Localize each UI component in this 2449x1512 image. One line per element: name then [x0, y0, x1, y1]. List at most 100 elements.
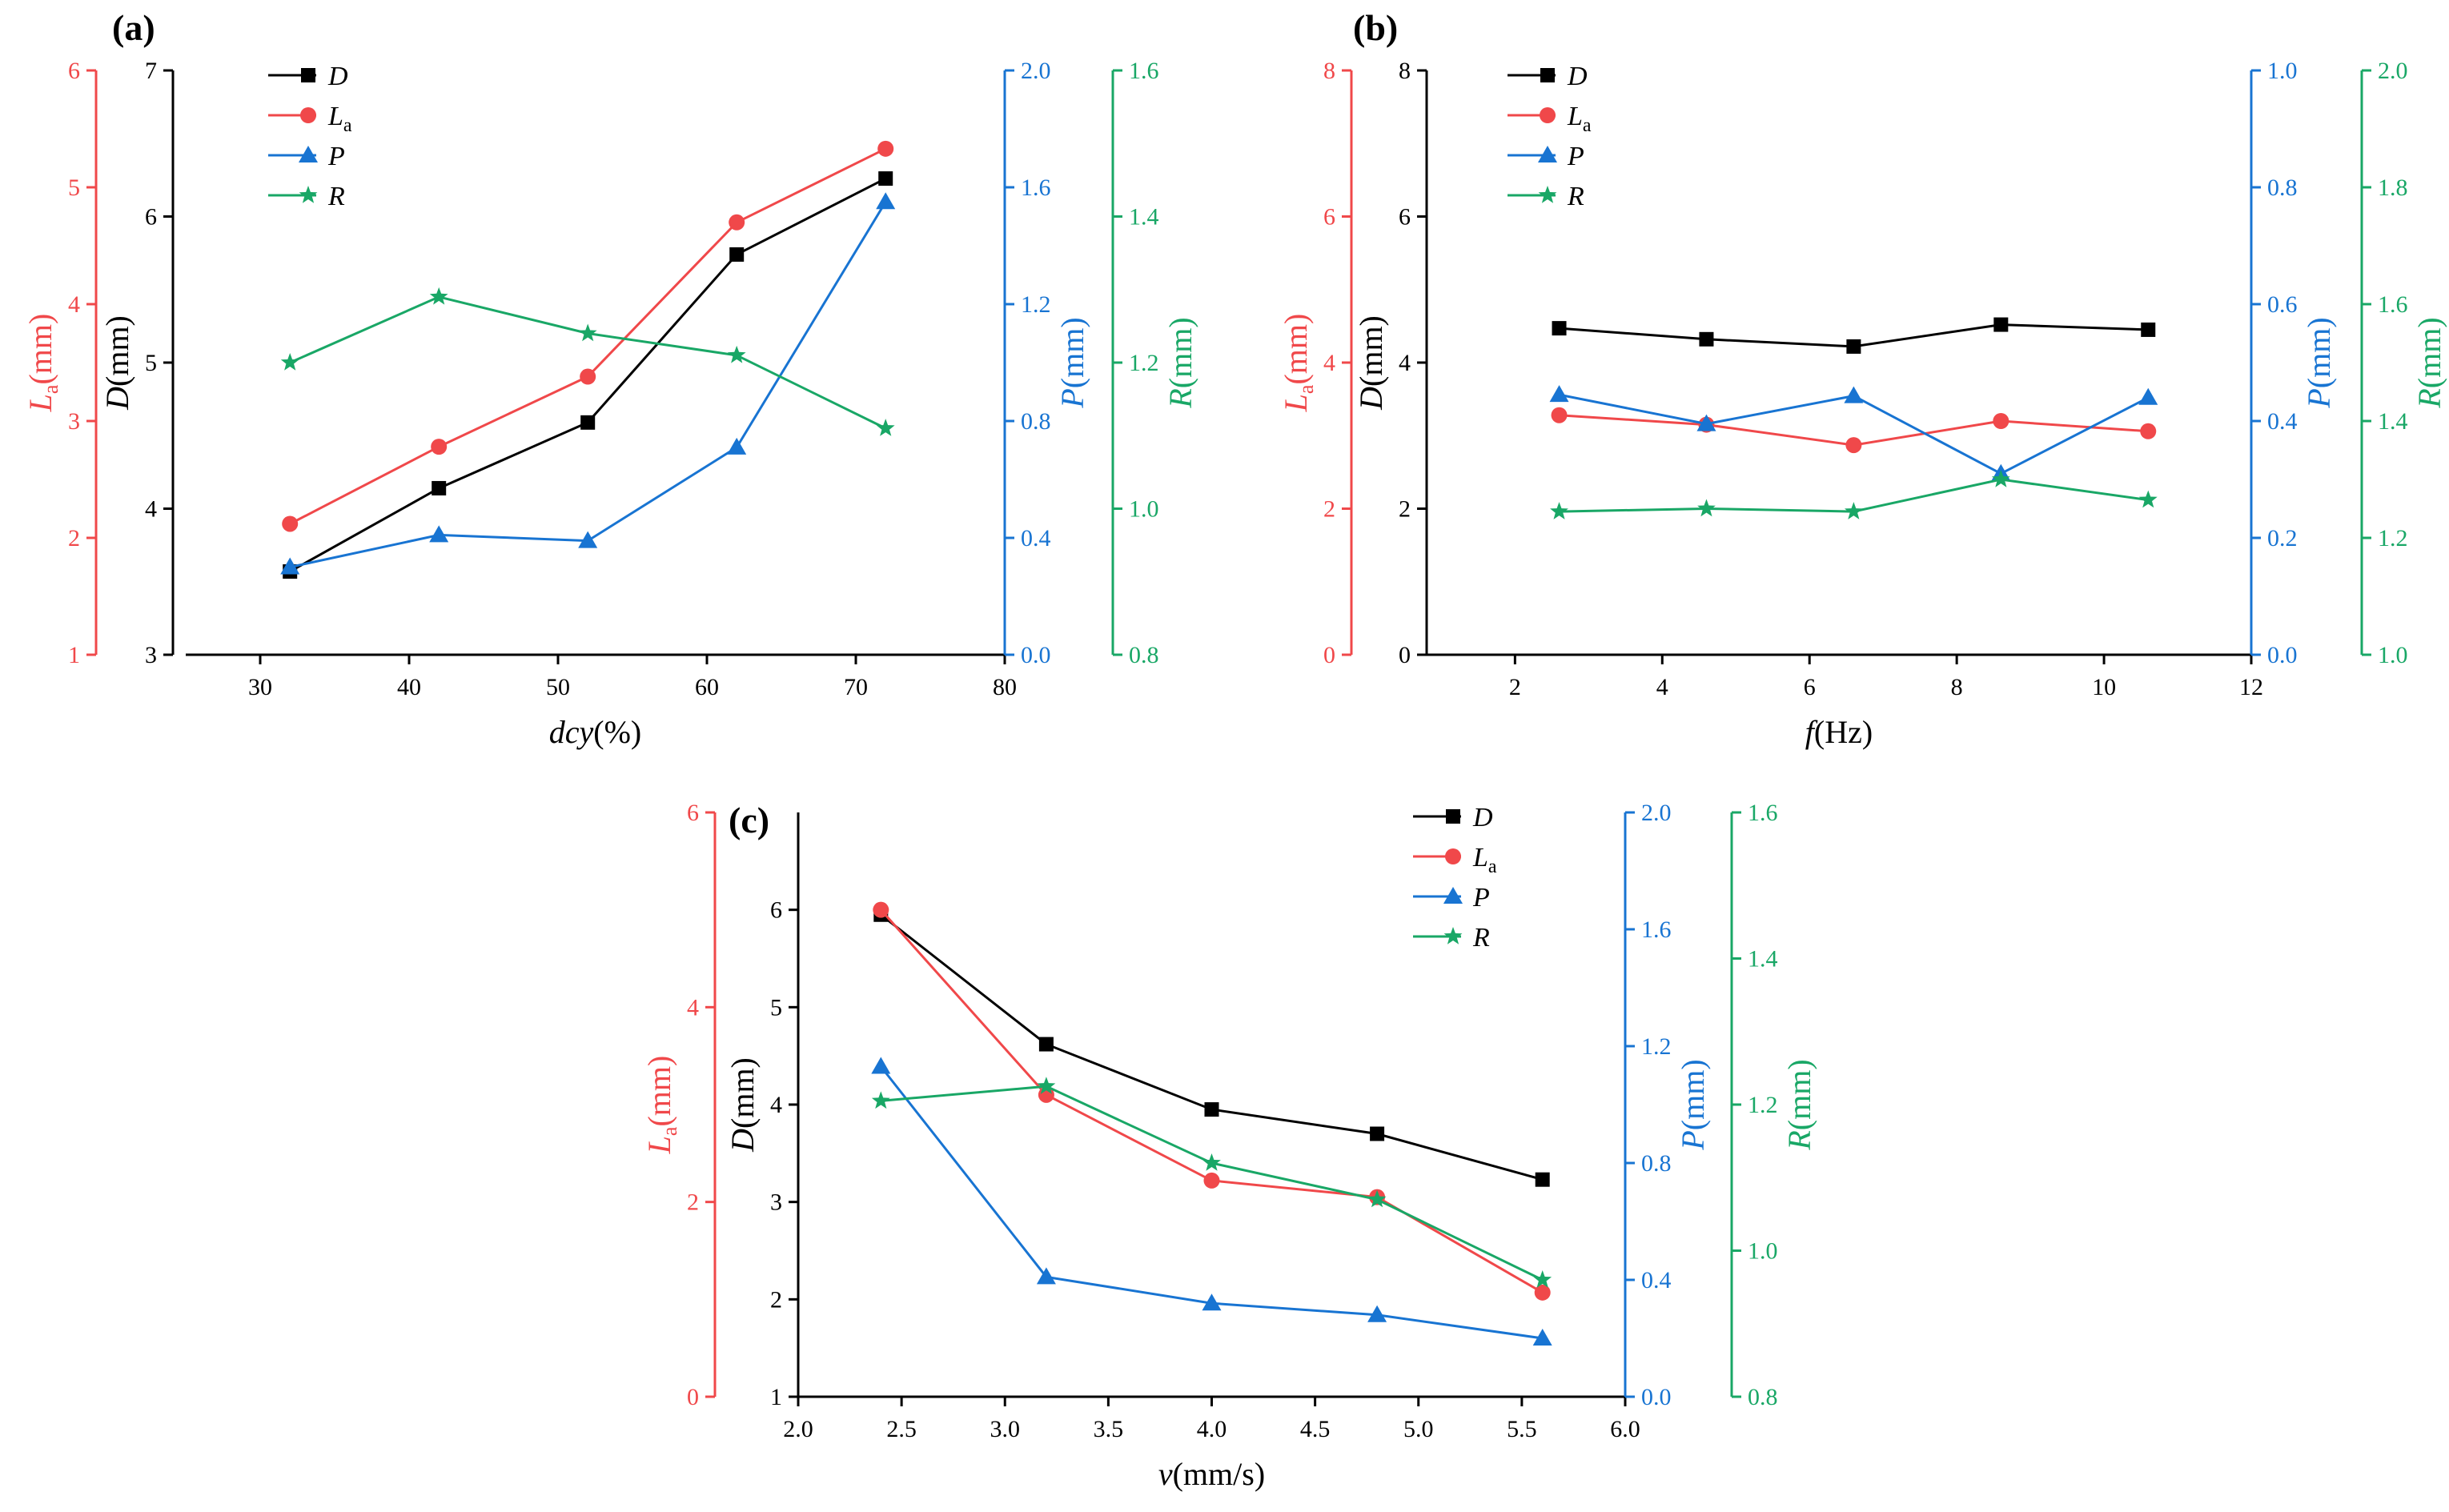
p-axis-tick-label: 0.4 [1021, 525, 1051, 551]
p-axis-tick-label: 1.6 [1641, 916, 1672, 943]
x-tick-label: 4 [1656, 674, 1668, 700]
r-axis-tick-label: 1.4 [1129, 204, 1159, 231]
r-axis-tick-label: 2.0 [2378, 58, 2408, 84]
d-axis-tick-label: 3 [145, 642, 157, 668]
chart-panel: (b) 2 4 6 8 10 12 f(Hz) 0 2 4 6 8 D(mm) 0 2 4 6 8 La(mm) 0.0… [1278, 7, 2447, 750]
r-axis-tick-label: 0.8 [1748, 1384, 1778, 1410]
legend-label: D [1567, 62, 1588, 91]
series-p-point-triangle-marker [876, 192, 896, 210]
series-p-point-triangle-marker [2138, 387, 2158, 405]
legend-triangle-marker [1443, 887, 1463, 904]
series-d-point-square-marker [1846, 339, 1861, 354]
d-axis-tick-label: 4 [770, 1092, 782, 1118]
x-tick-label: 30 [248, 674, 272, 700]
x-tick-label: 6 [1804, 674, 1816, 700]
legend-label: D [1472, 803, 1493, 832]
d-axis-tick-label: 5 [145, 350, 157, 376]
r-axis-tick-label: 1.2 [1129, 350, 1159, 376]
legend-label: P [327, 142, 345, 171]
x-tick-label: 5.0 [1403, 1416, 1434, 1442]
r-axis-title: R(mm) [2411, 317, 2447, 408]
d-axis-tick-label: 3 [770, 1189, 782, 1216]
x-axis-label: f(Hz) [1805, 714, 1873, 750]
la-axis-tick-label: 1 [68, 642, 80, 668]
panel-label: (a) [112, 7, 155, 48]
series-r-point-star-marker [1991, 470, 2010, 487]
legend-square-marker [301, 68, 315, 82]
d-axis-tick-label: 4 [1399, 350, 1411, 376]
series-p-point-triangle-marker [1549, 385, 1569, 403]
series-d-point-square-marker [580, 415, 596, 430]
legend-triangle-marker [299, 146, 318, 162]
x-tick-label: 4.5 [1300, 1416, 1331, 1442]
p-axis-tick-label: 0.8 [1641, 1150, 1672, 1177]
r-axis-tick-label: 1.4 [1748, 946, 1778, 973]
x-tick-label: 40 [397, 674, 421, 700]
legend-label: R [1472, 923, 1490, 953]
panel-label: (c) [729, 800, 769, 840]
series-r-point-star-marker [1533, 1270, 1552, 1288]
series-p-point-triangle-marker [1202, 1293, 1222, 1311]
series-p-point-triangle-marker [727, 437, 747, 455]
series-r-point-star-marker [1845, 502, 1863, 519]
d-axis-tick-label: 6 [145, 204, 157, 231]
la-axis-tick-label: 4 [68, 291, 80, 318]
panel-label: (b) [1353, 7, 1398, 48]
la-axis-tick-label: 2 [68, 525, 80, 551]
series-r-point-star-marker [1697, 499, 1716, 517]
series-r-point-star-marker [1037, 1077, 1056, 1094]
series-p-point-triangle-marker [1036, 1267, 1056, 1285]
series-la-point-circle-marker [1845, 437, 1862, 454]
d-axis-tick-label: 1 [770, 1384, 782, 1410]
d-axis-tick-label: 5 [770, 994, 782, 1021]
legend-label: La [1472, 843, 1497, 877]
series-d-point-square-marker [1535, 1172, 1550, 1187]
la-axis-title: La(mm) [641, 1056, 681, 1155]
series-la-point-circle-marker [431, 439, 448, 455]
p-axis-tick-label: 0.2 [2267, 525, 2298, 551]
r-axis-tick-label: 1.2 [2378, 525, 2408, 551]
r-axis-tick-label: 1.6 [1129, 58, 1159, 84]
series-la-point-circle-marker [2140, 423, 2157, 439]
x-tick-label: 2.5 [886, 1416, 917, 1442]
legend-circle-marker [1540, 107, 1556, 123]
chart-panel: (a) 30 40 50 60 70 80 dcy(%) 3 4 5 6 7 D(mm) 1 2 3 4 5 6 La(… [22, 7, 1198, 750]
p-axis-tick-label: 1.6 [1021, 174, 1051, 201]
legend-star-marker [1443, 927, 1463, 944]
legend-label: P [1567, 142, 1584, 171]
series-la-point-circle-marker [1551, 407, 1568, 423]
x-tick-label: 6.0 [1610, 1416, 1640, 1442]
series-d-point-square-marker [1204, 1102, 1219, 1117]
la-axis-tick-label: 6 [68, 58, 80, 84]
la-axis-title: La(mm) [1278, 314, 1318, 413]
p-axis-tick-label: 1.2 [1641, 1033, 1672, 1060]
series-r-point-star-marker [429, 287, 448, 305]
x-tick-label: 2.0 [783, 1416, 813, 1442]
legend-label: D [327, 62, 348, 91]
series-p-point-triangle-marker [1367, 1305, 1387, 1322]
la-axis-tick-label: 3 [68, 408, 80, 435]
d-axis-tick-label: 0 [1399, 642, 1411, 668]
x-tick-label: 10 [2092, 674, 2116, 700]
la-axis-tick-label: 0 [1323, 642, 1335, 668]
x-tick-label: 3.5 [1094, 1416, 1124, 1442]
r-axis-tick-label: 0.8 [1129, 642, 1159, 668]
series-d-point-square-marker [1993, 317, 2009, 332]
series-d-point-square-marker [1699, 331, 1714, 347]
series-r-point-star-marker [1367, 1189, 1387, 1208]
series-la-point-circle-marker [877, 140, 894, 157]
p-axis-tick-label: 0.4 [1641, 1267, 1672, 1293]
p-axis-tick-label: 2.0 [1641, 800, 1672, 826]
la-axis-title: La(mm) [22, 314, 62, 413]
legend-label: La [327, 102, 352, 136]
series-r-point-star-marker [1202, 1153, 1221, 1171]
d-axis-tick-label: 6 [770, 897, 782, 924]
r-axis-tick-label: 1.2 [1748, 1092, 1778, 1118]
d-axis-tick-label: 2 [1399, 496, 1411, 523]
series-r-point-star-marker [871, 1091, 890, 1109]
series-d-point-square-marker [1552, 321, 1567, 336]
p-axis-tick-label: 0.0 [1641, 1384, 1672, 1410]
p-axis-title: P(mm) [1675, 1059, 1711, 1150]
la-axis-tick-label: 0 [687, 1384, 699, 1410]
